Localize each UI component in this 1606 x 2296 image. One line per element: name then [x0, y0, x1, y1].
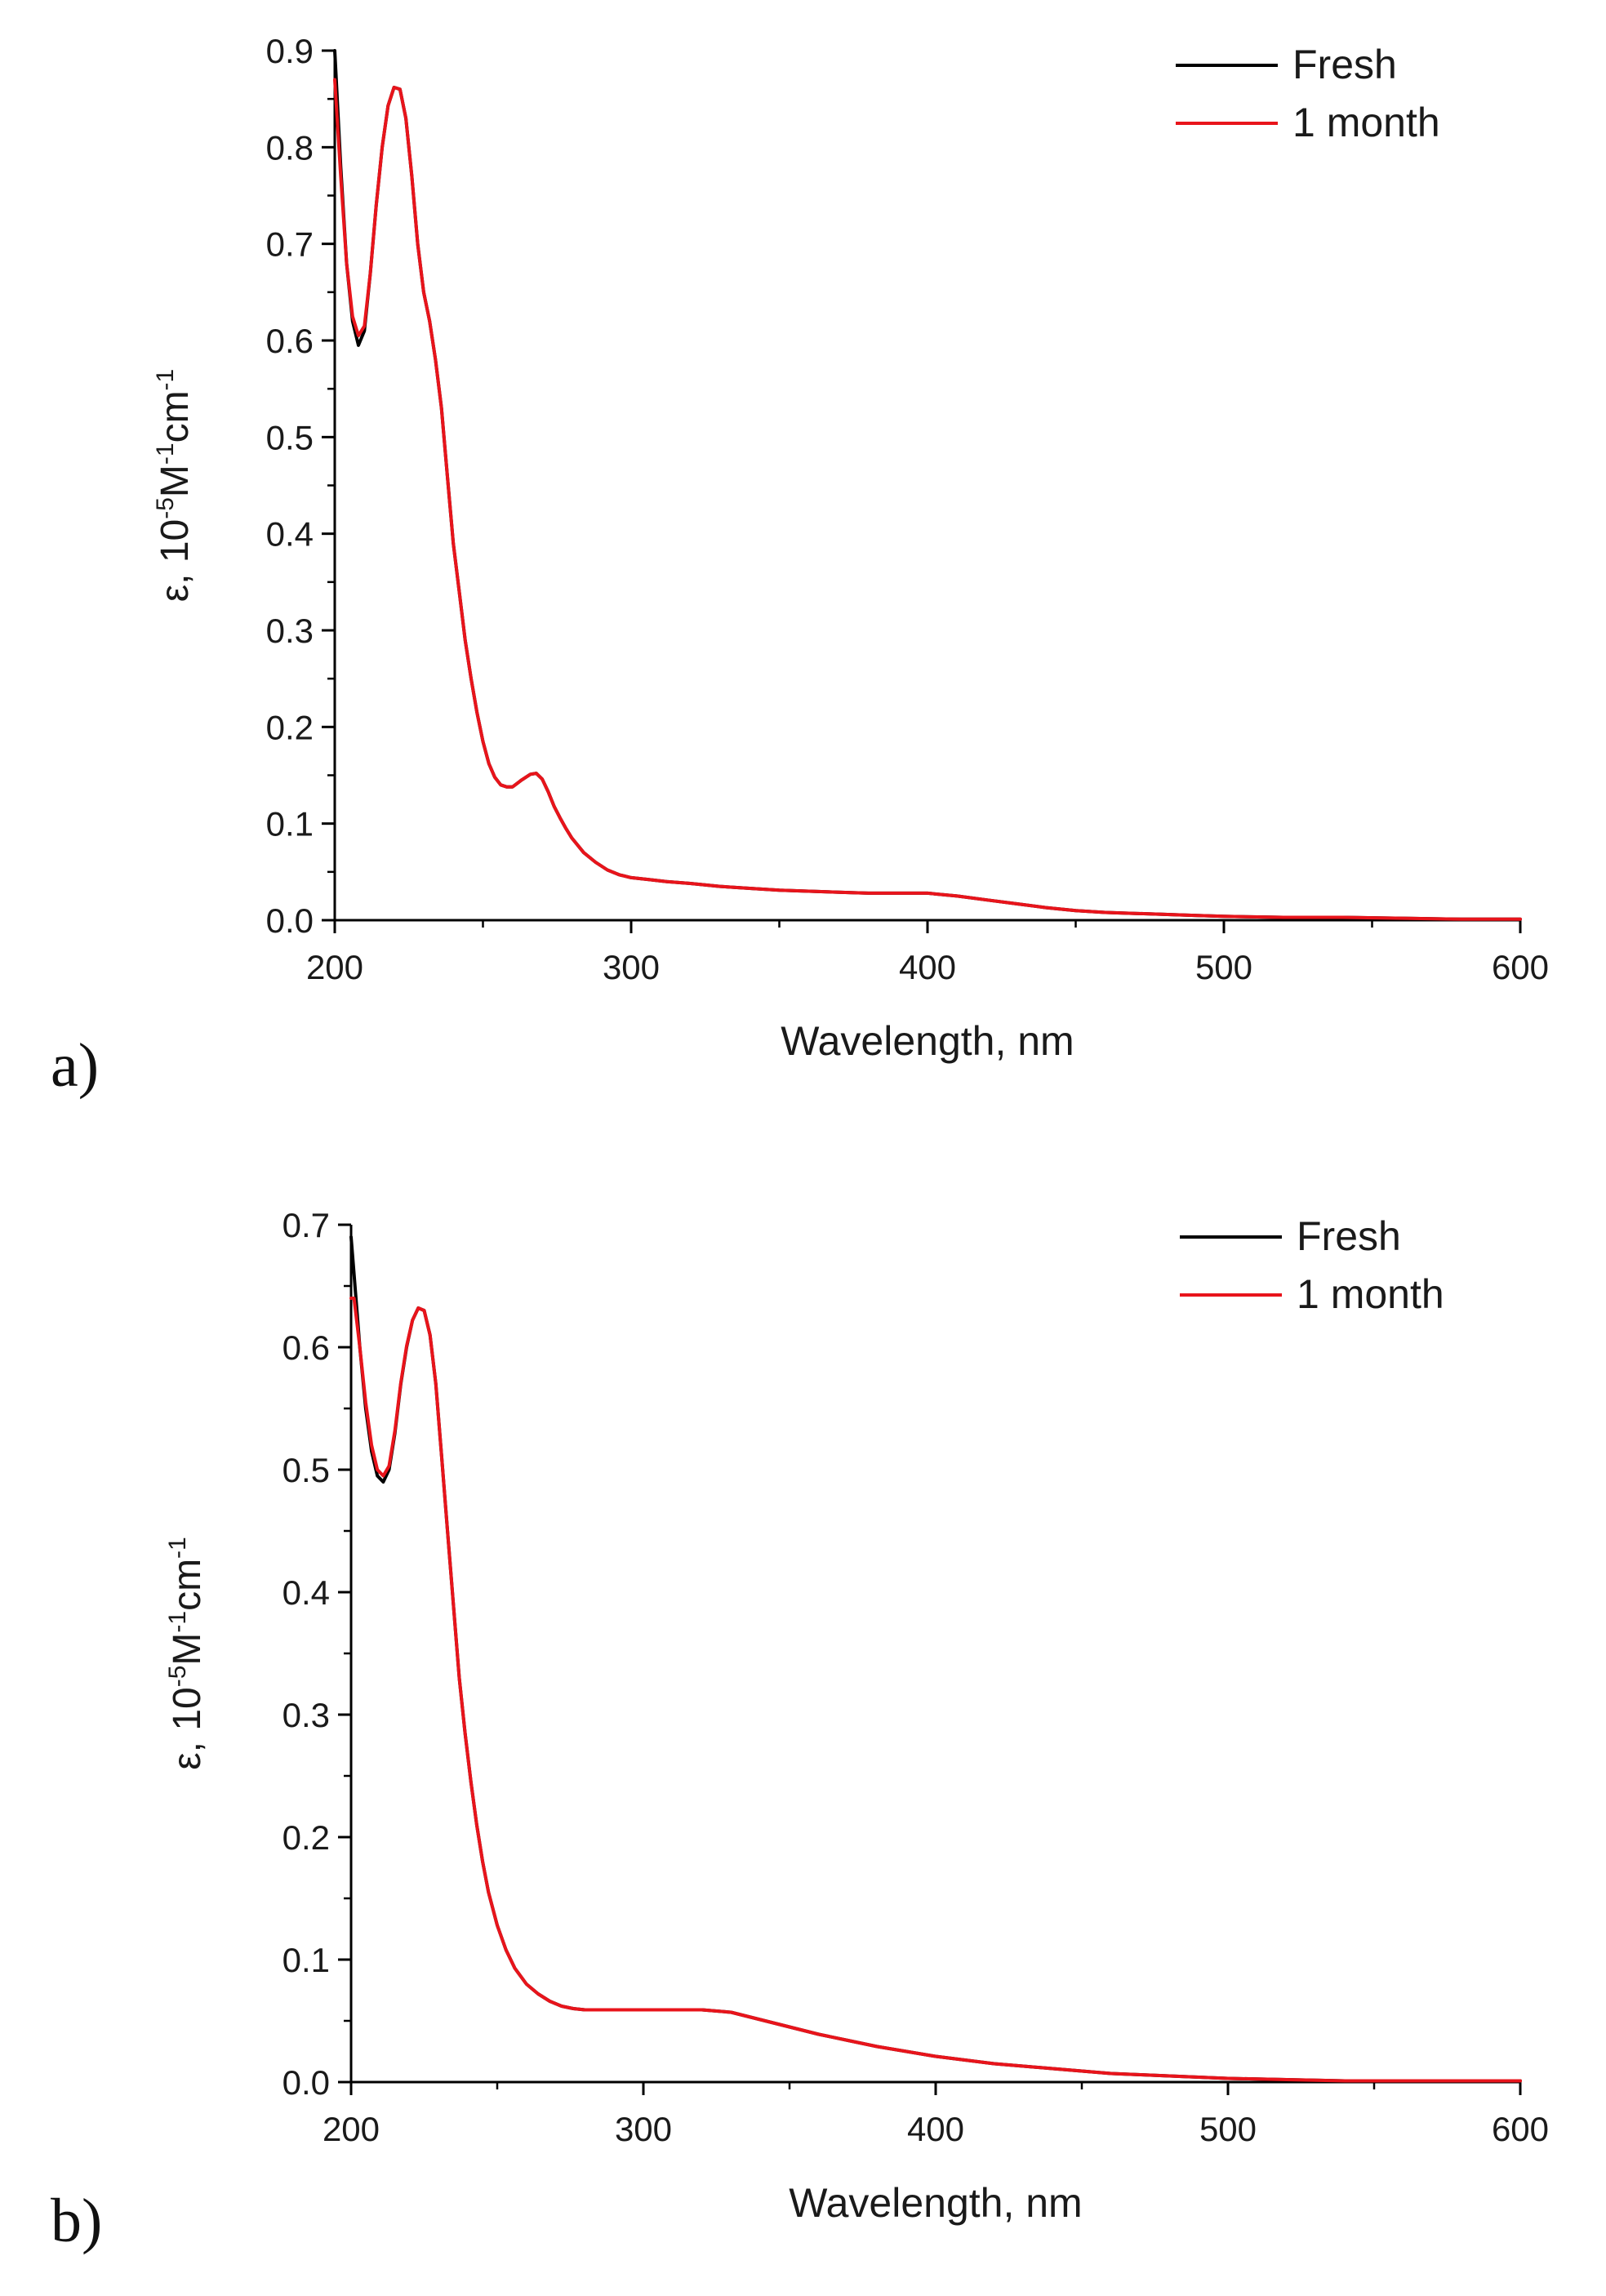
x-tick-label: 600 [1492, 948, 1549, 986]
y-axis-label-exp1: -5 [152, 497, 179, 519]
y-tick-label: 0.4 [282, 1573, 330, 1612]
y-axis-label-exp3: -1 [164, 1537, 191, 1559]
legend-label: 1 month [1297, 1271, 1444, 1317]
y-tick-label: 0.9 [266, 32, 314, 70]
chart-a: 200 300 400 500 600 0.0 0.1 0.2 0.3 0.4 0.5 0.6 0.7 0… [51, 32, 1549, 1100]
series-line-1-month [349, 1297, 1522, 2083]
chart-b: 200 300 400 500 600 0.0 0.1 0.2 0.3 0.4 0.5 0.6 0.7 W… [51, 1206, 1549, 2255]
series-line-1-month [333, 78, 1522, 921]
y-axis-label-mid: M [166, 1633, 209, 1666]
y-tick-label: 0.2 [266, 708, 314, 746]
x-axis-label: Wavelength, nm [781, 1018, 1074, 1064]
x-tick-label: 200 [323, 2110, 380, 2148]
series-line-fresh [349, 1235, 1522, 2083]
y-axis-label-exp2: -1 [164, 1611, 191, 1633]
y-tick-label: 0.3 [282, 1696, 330, 1734]
x-tick-label: 400 [899, 948, 956, 986]
y-tick-label: 0.3 [266, 612, 314, 650]
y-axis-label-mid2: cm [153, 390, 197, 443]
y-tick-label: 0.0 [282, 2063, 330, 2102]
x-tick-label: 300 [615, 2110, 672, 2148]
y-axis-label-exp3: -1 [152, 369, 179, 391]
y-tick-label: 0.1 [266, 805, 314, 843]
y-tick-label: 0.8 [266, 128, 314, 167]
y-axis-label-prefix: ε, 10 [166, 1687, 209, 1769]
x-tick-label: 400 [907, 2110, 964, 2148]
legend-label: Fresh [1292, 42, 1397, 87]
y-tick-label: 0.7 [282, 1206, 330, 1244]
y-tick-label: 0.5 [282, 1451, 330, 1489]
y-axis-label-mid: M [153, 465, 197, 497]
y-tick-label: 0.0 [266, 901, 314, 940]
x-tick-label: 500 [1195, 948, 1252, 986]
y-axis-label-mid2: cm [166, 1559, 209, 1611]
y-tick-label: 0.7 [266, 225, 314, 264]
series-line-fresh [333, 49, 1522, 921]
y-tick-label: 0.4 [266, 515, 314, 554]
y-axis-label-exp1: -5 [164, 1666, 191, 1688]
y-axis-label: ε, 10-5M-1cm-1 [152, 369, 197, 603]
y-tick-label: 0.1 [282, 1941, 330, 1979]
y-axis-label: ε, 10-5M-1cm-1 [164, 1537, 209, 1770]
y-axis-label-exp2: -1 [152, 443, 179, 465]
x-tick-label: 200 [306, 948, 363, 986]
y-tick-label: 0.6 [282, 1328, 330, 1367]
y-tick-label: 0.2 [282, 1818, 330, 1857]
y-tick-label: 0.6 [266, 322, 314, 360]
panel-label: b) [51, 2187, 102, 2255]
x-tick-label: 300 [603, 948, 660, 986]
y-axis-label-prefix: ε, 10 [153, 519, 197, 602]
panel-label: a) [51, 1031, 99, 1100]
legend-label: Fresh [1297, 1213, 1401, 1259]
y-tick-label: 0.5 [266, 418, 314, 456]
x-axis-label: Wavelength, nm [789, 2180, 1082, 2226]
legend-label: 1 month [1292, 100, 1440, 145]
x-tick-label: 600 [1492, 2110, 1549, 2148]
x-tick-label: 500 [1199, 2110, 1257, 2148]
